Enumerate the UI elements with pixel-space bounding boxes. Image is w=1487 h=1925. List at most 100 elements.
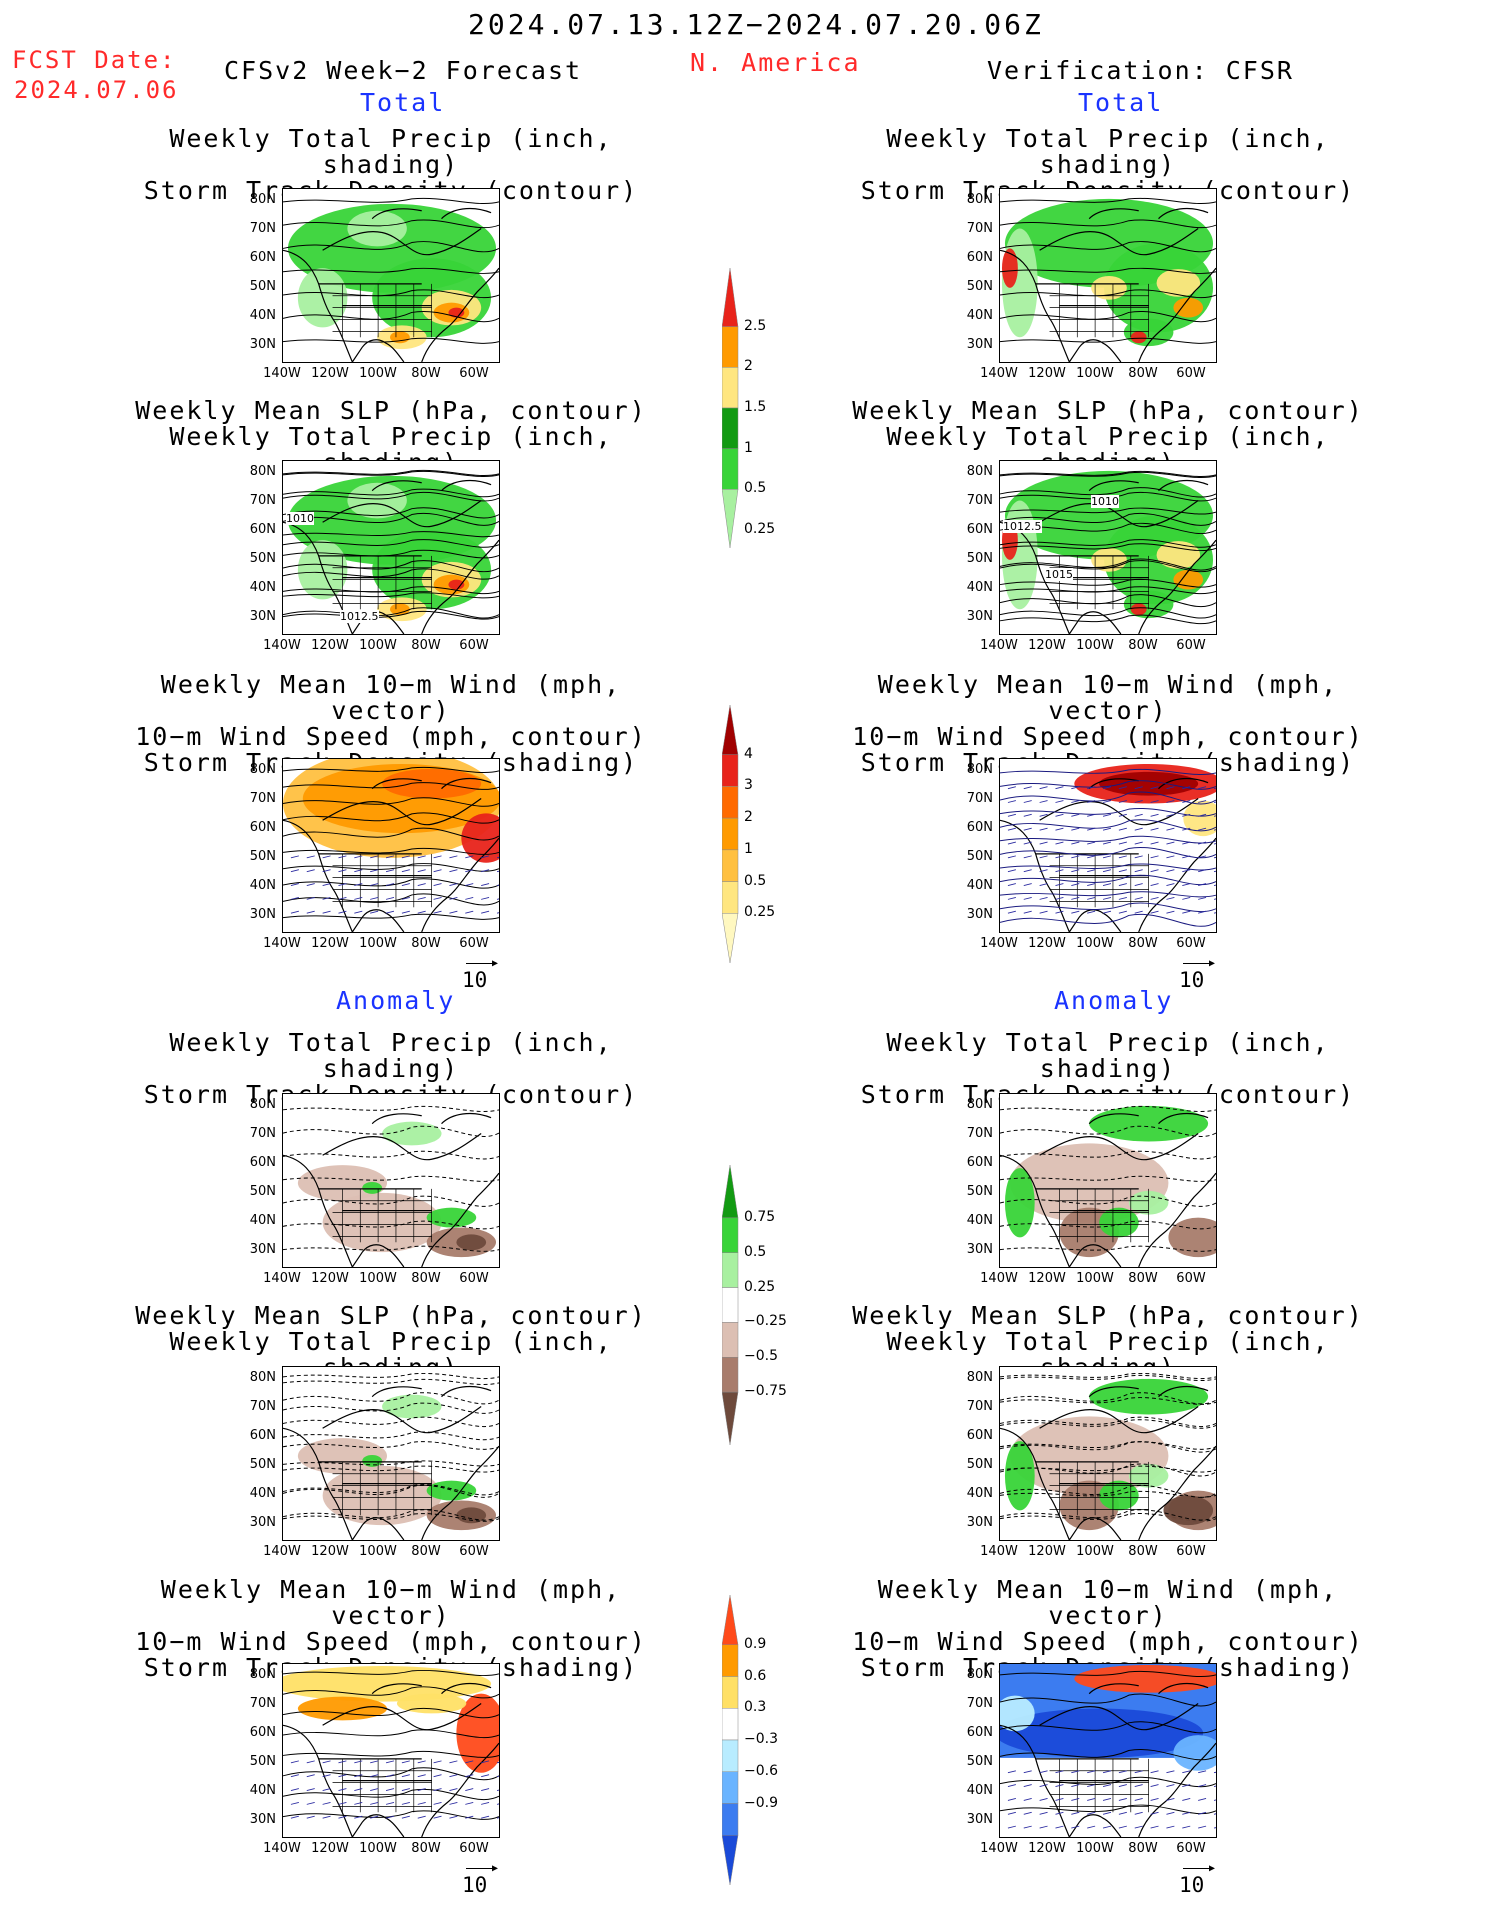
colorbar-label: 4 [744, 745, 753, 762]
fcst-map-6 [282, 1663, 500, 1838]
lat-tick-label: 30N [966, 1242, 993, 1257]
colorbar-swatch [721, 326, 739, 368]
colorbar-swatch [721, 1676, 739, 1709]
lon-tick-label: 80W [411, 1841, 441, 1856]
lat-tick-label: 70N [966, 221, 993, 236]
colorbar-label: 0.25 [744, 521, 776, 537]
lat-tick-label: 80N [966, 1097, 993, 1112]
lat-tick-label: 60N [966, 522, 993, 537]
lon-tick-label: 120W [311, 1544, 349, 1559]
lat-tick-label: 70N [249, 493, 276, 508]
colorbar-swatch [721, 407, 739, 449]
colorbar-swatch [721, 448, 739, 490]
lon-tick-label: 120W [311, 366, 349, 381]
colorbar-label: 0.6 [744, 1667, 767, 1684]
lat-tick-label: 80N [966, 1667, 993, 1682]
lon-tick-label: 100W [1076, 936, 1114, 951]
lat-tick-label: 60N [966, 1428, 993, 1443]
vector-reference: ▶ 10 [462, 958, 498, 992]
lon-tick-label: 60W [1176, 1271, 1206, 1286]
vector-reference: ▶ 10 [462, 1863, 498, 1897]
lat-tick-label: 30N [966, 609, 993, 624]
lon-tick-label: 80W [411, 1271, 441, 1286]
panel-title-line: Weekly Total Precip (inch, shading) [886, 1028, 1330, 1083]
lat-tick-label: 50N [249, 279, 276, 294]
vector-reference-arrow-icon: ▶ [466, 1863, 498, 1874]
colorbar-top-tip [721, 267, 739, 327]
panel-title: Weekly Mean SLP (hPa, contour) Weekly Tot… [828, 398, 1388, 476]
panel-title: Weekly Mean 10−m Wind (mph, vector) 10−m … [828, 672, 1388, 776]
lon-tick-label: 80W [1128, 1841, 1158, 1856]
colorbar-label: 2 [744, 809, 753, 826]
vector-reference-value: 10 [1179, 968, 1205, 992]
colorbar-label: 2.5 [744, 317, 767, 334]
lon-tick-label: 60W [1176, 936, 1206, 951]
lon-tick-label: 80W [1128, 366, 1158, 381]
lat-tick-label: 80N [249, 464, 276, 479]
verif-map-6 [999, 1663, 1217, 1838]
lon-tick-label: 80W [411, 638, 441, 653]
lon-tick-label: 140W [263, 1841, 301, 1856]
lon-tick-label: 60W [459, 936, 489, 951]
contour-label: 1015 [1045, 568, 1073, 581]
lat-tick-label: 40N [966, 580, 993, 595]
lon-tick-label: 100W [1076, 366, 1114, 381]
lat-tick-label: 50N [966, 551, 993, 566]
lon-tick-label: 80W [411, 366, 441, 381]
panel-title-line: Weekly Mean 10−m Wind (mph, vector) [160, 670, 622, 725]
panel-title-line: 10−m Wind Speed (mph, contour) [135, 722, 647, 751]
lat-tick-label: 40N [249, 1486, 276, 1501]
panel-title-line: Weekly Total Precip (inch, shading) [886, 124, 1330, 179]
lon-tick-label: 100W [359, 1841, 397, 1856]
lat-tick-label: 80N [966, 192, 993, 207]
lon-tick-label: 120W [1028, 638, 1066, 653]
lat-tick-label: 70N [249, 791, 276, 806]
lon-tick-label: 60W [459, 638, 489, 653]
lon-tick-label: 100W [359, 1271, 397, 1286]
lon-tick-label: 140W [980, 366, 1018, 381]
colorbar-swatch [721, 1803, 739, 1836]
colorbar-swatch [721, 881, 739, 914]
colorbar-swatch [721, 1322, 739, 1358]
lon-tick-label: 80W [1128, 638, 1158, 653]
lat-tick-label: 60N [249, 250, 276, 265]
lon-tick-label: 140W [980, 1544, 1018, 1559]
panel-title-line: Weekly Mean 10−m Wind (mph, vector) [877, 670, 1339, 725]
lon-tick-label: 140W [980, 1271, 1018, 1286]
lat-tick-label: 50N [966, 1184, 993, 1199]
lat-tick-label: 40N [966, 1213, 993, 1228]
total-label-right: Total [1078, 88, 1164, 117]
lat-tick-label: 40N [249, 308, 276, 323]
map-plot [1000, 1367, 1216, 1540]
colorbar-swatch [721, 849, 739, 882]
lon-tick-label: 60W [1176, 1544, 1206, 1559]
lat-tick-label: 80N [249, 1667, 276, 1682]
panel-title-line: Weekly Mean 10−m Wind (mph, vector) [160, 1575, 622, 1630]
lat-tick-label: 30N [249, 907, 276, 922]
lon-tick-label: 60W [1176, 1841, 1206, 1856]
fcst-date-value: 2024.07.06 [14, 76, 179, 104]
map-plot [283, 759, 499, 932]
map-plot [283, 1094, 499, 1267]
colorbar-swatch [721, 1708, 739, 1741]
map-plot [283, 1664, 499, 1837]
lat-tick-label: 70N [249, 1126, 276, 1141]
panel-title-line: 10−m Wind Speed (mph, contour) [852, 1627, 1364, 1656]
lat-tick-label: 50N [249, 1754, 276, 1769]
contour-label: 1010 [1091, 495, 1119, 508]
vector-reference-value: 10 [462, 1873, 488, 1897]
lon-tick-label: 100W [1076, 1544, 1114, 1559]
lon-tick-label: 60W [459, 366, 489, 381]
fcst-map-1 [282, 188, 500, 363]
colorbar-precip-total: 2.5 2 1.5 1 0.5 0.25 [721, 267, 802, 549]
lat-tick-label: 60N [966, 1725, 993, 1740]
vector-reference-value: 10 [1179, 1873, 1205, 1897]
colorbar-label: 2 [744, 358, 753, 375]
colorbar-label: 0.5 [744, 872, 767, 889]
colorbar-label: 0.3 [744, 1699, 767, 1716]
lon-tick-label: 120W [311, 1841, 349, 1856]
lat-tick-label: 80N [249, 762, 276, 777]
lat-tick-label: 60N [966, 1155, 993, 1170]
lon-tick-label: 140W [980, 1841, 1018, 1856]
lon-tick-label: 80W [1128, 936, 1158, 951]
